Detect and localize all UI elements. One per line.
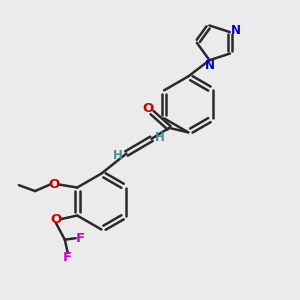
Text: F: F bbox=[63, 251, 72, 264]
Text: F: F bbox=[76, 232, 85, 245]
Text: H: H bbox=[155, 131, 165, 144]
Text: O: O bbox=[142, 102, 154, 115]
Text: N: N bbox=[205, 59, 214, 72]
Text: N: N bbox=[231, 24, 241, 37]
Text: O: O bbox=[50, 212, 62, 226]
Text: O: O bbox=[49, 178, 60, 191]
Text: H: H bbox=[113, 148, 122, 161]
